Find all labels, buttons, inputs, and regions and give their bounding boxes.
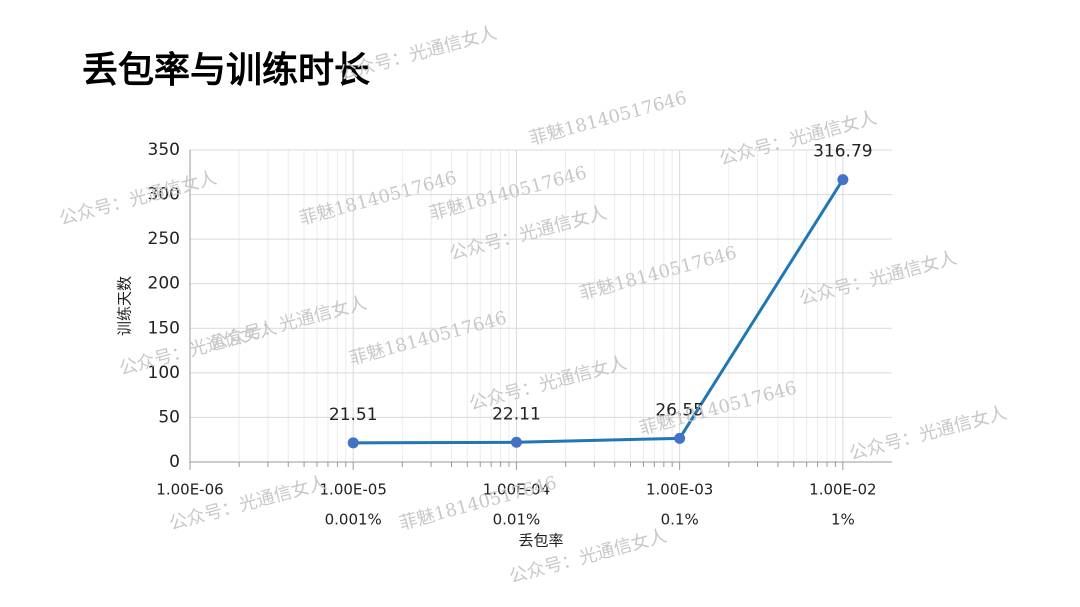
x-sublabel: 1% — [831, 511, 855, 529]
x-sublabel: 0.1% — [661, 511, 699, 529]
watermark: 菲魅18140517646 — [577, 242, 739, 304]
x-tick-label: 1.00E-03 — [646, 481, 713, 499]
watermark: 菲魅18140517646 — [347, 307, 509, 369]
watermark: 公众号：光通信女人 — [847, 402, 1009, 464]
chart-title: 丢包率与训练时长 — [82, 50, 370, 91]
watermark: 公众号：光通信女人 — [797, 247, 959, 309]
y-tick-label: 250 — [148, 229, 180, 249]
y-tick-label: 200 — [148, 274, 180, 294]
watermark: 公众号：光通信女人 — [57, 167, 219, 229]
point — [347, 437, 359, 449]
y-axis-label: 训练天数 — [116, 276, 134, 336]
point — [510, 436, 522, 448]
y-tick-label: 150 — [148, 318, 180, 338]
data-label: 26.55 — [655, 400, 704, 420]
y-tick-label: 300 — [148, 185, 180, 205]
watermark: 菲魅18140517646 — [527, 87, 689, 149]
x-sublabel: 0.01% — [493, 511, 541, 529]
data-label: 316.79 — [813, 142, 872, 162]
y-tick-label: 350 — [148, 140, 180, 160]
y-tick-label: 100 — [148, 363, 180, 383]
y-tick-label: 0 — [169, 452, 180, 472]
watermark: 公众号：光通信女人 — [117, 317, 279, 379]
x-tick-label: 1.00E-05 — [320, 481, 387, 499]
x-tick-label: 1.00E-06 — [156, 481, 223, 499]
point — [837, 174, 849, 186]
x-tick-label: 1.00E-02 — [809, 481, 876, 499]
data-label: 22.11 — [492, 404, 541, 424]
x-axis-label: 丢包率 — [518, 532, 563, 550]
data-label: 21.51 — [329, 405, 378, 425]
point — [674, 432, 686, 444]
x-tick-label: 1.00E-04 — [483, 481, 550, 499]
x-sublabel: 0.001% — [325, 511, 382, 529]
y-tick-label: 50 — [158, 407, 180, 427]
line — [353, 178, 845, 445]
